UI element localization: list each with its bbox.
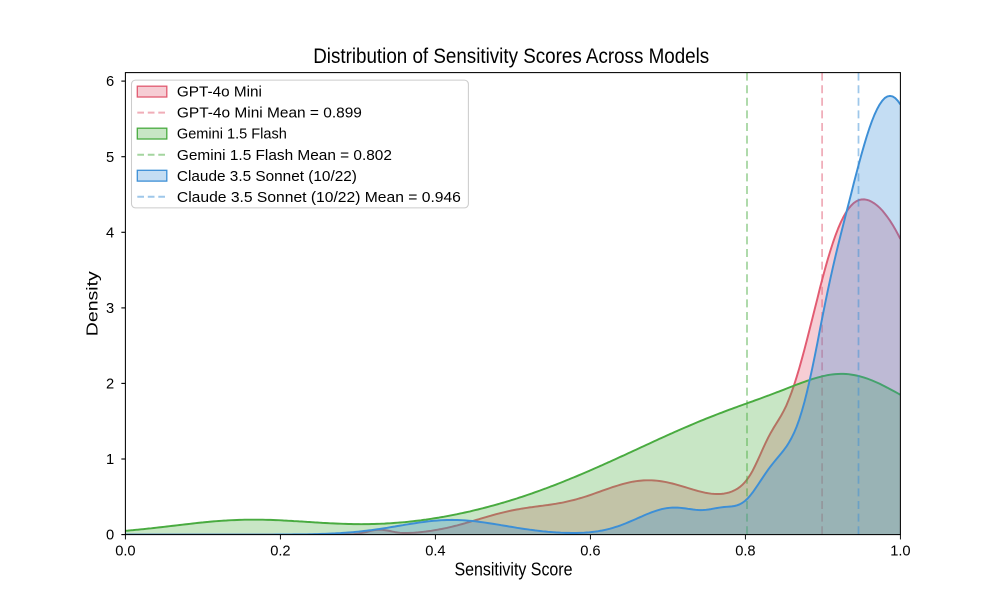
svg-text:0.4: 0.4 xyxy=(425,544,445,560)
svg-text:0.0: 0.0 xyxy=(115,544,135,560)
svg-text:Claude 3.5 Sonnet (10/22) Mean: Claude 3.5 Sonnet (10/22) Mean = 0.946 xyxy=(177,190,461,206)
svg-text:0.8: 0.8 xyxy=(735,544,755,560)
svg-text:4: 4 xyxy=(106,225,114,241)
svg-text:Gemini 1.5 Flash: Gemini 1.5 Flash xyxy=(177,127,287,143)
svg-text:GPT-4o Mini: GPT-4o Mini xyxy=(177,85,262,101)
svg-text:Distribution of Sensitivity Sc: Distribution of Sensitivity Scores Acros… xyxy=(313,44,709,68)
svg-text:2: 2 xyxy=(106,377,114,393)
svg-text:Density: Density xyxy=(85,271,102,336)
svg-text:1.0: 1.0 xyxy=(890,544,910,560)
svg-text:1: 1 xyxy=(106,452,114,468)
svg-text:5: 5 xyxy=(106,150,114,166)
svg-text:GPT-4o Mini Mean = 0.899: GPT-4o Mini Mean = 0.899 xyxy=(177,106,362,122)
svg-text:3: 3 xyxy=(106,301,114,317)
svg-text:Sensitivity Score: Sensitivity Score xyxy=(455,560,573,580)
svg-text:0.2: 0.2 xyxy=(270,544,290,560)
svg-text:0.6: 0.6 xyxy=(580,544,600,560)
svg-text:Gemini 1.5 Flash Mean = 0.802: Gemini 1.5 Flash Mean = 0.802 xyxy=(177,148,392,164)
svg-text:Claude 3.5 Sonnet (10/22): Claude 3.5 Sonnet (10/22) xyxy=(177,169,357,185)
svg-text:0: 0 xyxy=(106,528,114,544)
svg-text:6: 6 xyxy=(106,74,114,90)
